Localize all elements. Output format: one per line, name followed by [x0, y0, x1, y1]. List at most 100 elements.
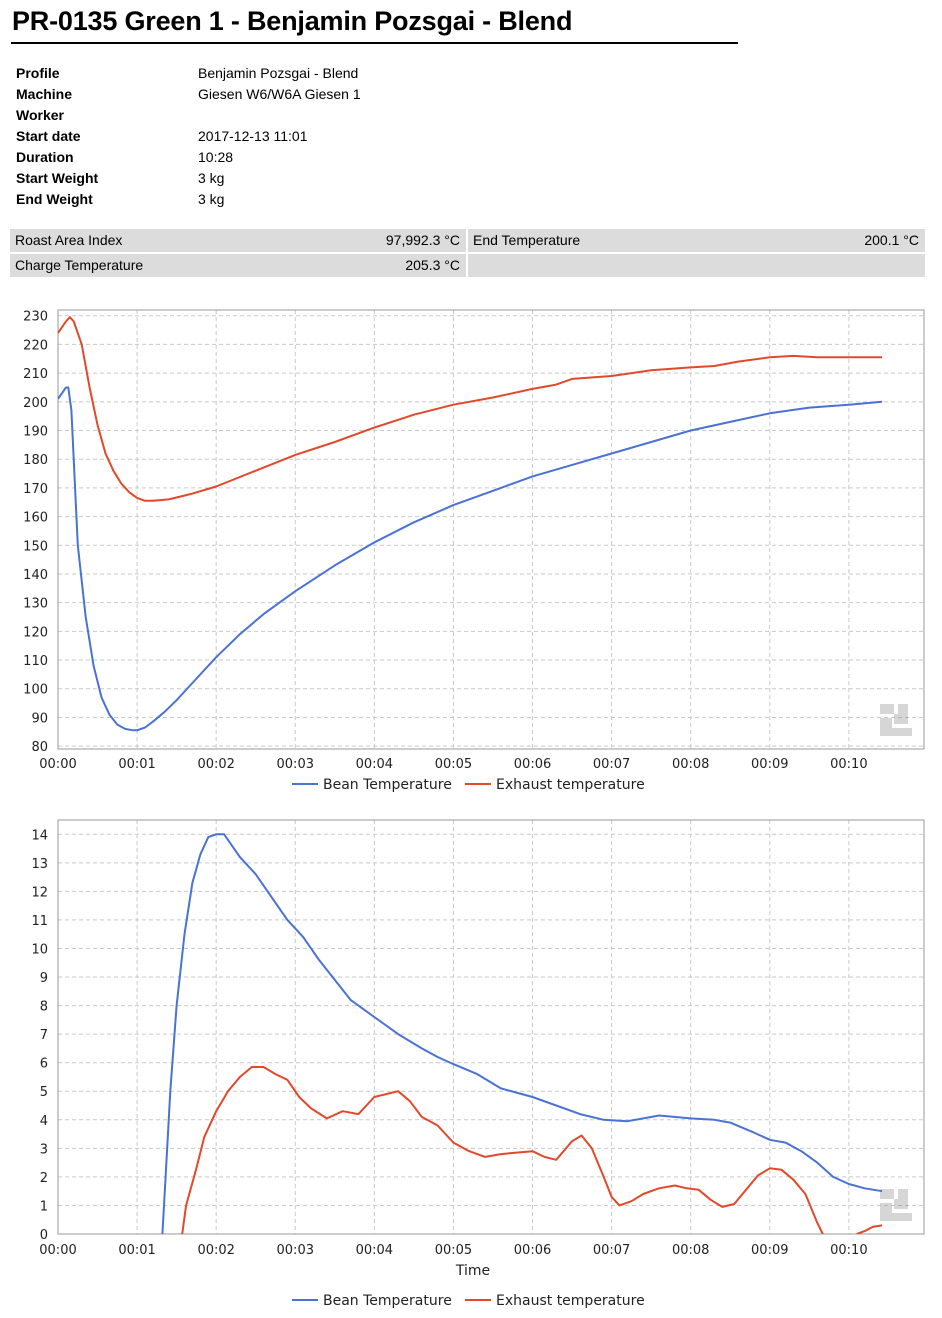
detail-value: [198, 104, 361, 125]
metric-label: Roast Area Index: [15, 232, 123, 248]
x-tick-label: 00:08: [672, 1243, 709, 1258]
detail-value: Giesen W6/W6A Giesen 1: [198, 85, 361, 102]
metric-value: 97,992.3 °C: [385, 232, 460, 248]
detail-label: Worker: [16, 106, 64, 123]
y-tick-label: 5: [40, 1085, 48, 1100]
watermark-logo-icon: [880, 1189, 912, 1221]
x-tick-label: 00:08: [672, 757, 709, 772]
metric-end-temperature: End Temperature 200.1 °C: [468, 229, 925, 252]
detail-value: Benjamin Pozsgai - Blend: [198, 64, 359, 81]
temperature-chart-svg: 80 90 100 110 120 130 140 150 160 170 180 190 200 210…: [23, 309, 925, 793]
y-tick-label: 14: [31, 828, 48, 843]
temperature-chart: 80 90 100 110 120 130 140 150 160 170 180 190 200 210…: [0, 300, 942, 810]
series-line-bean-temperature: [161, 833, 883, 1234]
x-tick-label: 00:04: [356, 1243, 393, 1258]
legend: Bean Temperature Exhaust temperature: [292, 777, 645, 793]
x-tick-label: 00:05: [435, 757, 472, 772]
metric-roast-area-index: Roast Area Index 97,992.3 °C: [10, 229, 466, 252]
x-tick-label: 00:09: [751, 1243, 788, 1258]
series-line-exhaust-temperature: [181, 1066, 824, 1234]
detail-label: Profile: [16, 64, 60, 81]
report-title: PR-0135 Green 1 - Benjamin Pozsgai - Ble…: [12, 6, 573, 36]
y-tick-label: 4: [40, 1114, 48, 1129]
detail-row-profile: Profile Benjamin Pozsgai - Blend: [16, 62, 361, 83]
y-tick-label: 220: [23, 338, 48, 353]
title-underline: [11, 42, 738, 44]
y-tick-label: 210: [23, 367, 48, 382]
detail-label: End Weight: [16, 190, 93, 207]
legend-label: Bean Temperature: [323, 777, 452, 793]
y-tick-label: 0: [40, 1228, 48, 1243]
x-tick-label: 00:06: [514, 1243, 551, 1258]
legend-label: Bean Temperature: [323, 1293, 452, 1309]
y-tick-label: 80: [31, 740, 48, 755]
detail-row-end-weight: End Weight 3 kg: [16, 188, 361, 209]
y-tick-label: 180: [23, 453, 48, 468]
detail-value: 10:28: [198, 148, 234, 165]
detail-value: 3 kg: [198, 169, 225, 186]
x-tick-label: 00:03: [277, 757, 314, 772]
y-tick-label: 2: [40, 1171, 48, 1186]
x-tick-label: 00:07: [593, 1243, 630, 1258]
y-tick-label: 8: [40, 1000, 48, 1015]
detail-row-machine: Machine Giesen W6/W6A Giesen 1: [16, 83, 361, 104]
legend: Bean Temperature Exhaust temperature: [292, 1293, 645, 1309]
legend-label: Exhaust temperature: [496, 777, 645, 793]
series-line-bean-temperature: [58, 386, 883, 732]
x-tick-label: 00:07: [593, 757, 630, 772]
x-axis-label: Time: [455, 1263, 490, 1279]
y-tick-label: 11: [31, 914, 48, 929]
detail-row-start-date: Start date 2017-12-13 11:01: [16, 125, 361, 146]
series-line-exhaust-temperature: [856, 1224, 883, 1234]
x-tick-label: 00:00: [39, 757, 76, 772]
metric-label: End Temperature: [473, 232, 581, 248]
detail-value: 3 kg: [198, 190, 225, 207]
watermark-logo-icon: [880, 704, 912, 736]
roast-details: Profile Benjamin Pozsgai - Blend Machine…: [16, 62, 361, 209]
y-tick-label: 120: [23, 625, 48, 640]
legend-label: Exhaust temperature: [496, 1293, 645, 1309]
y-tick-label: 90: [31, 711, 48, 726]
rate-of-rise-chart: 0 1 2 3 4 5 6 7 8 9 10 11 12 13 14 00:00 00:01 00:02 00:03…: [0, 812, 942, 1316]
y-tick-label: 9: [40, 971, 48, 986]
metric-empty-cell: [468, 254, 925, 277]
x-tick-label: 00:04: [356, 757, 393, 772]
x-tick-label: 00:03: [277, 1243, 314, 1258]
y-tick-label: 1: [40, 1199, 48, 1214]
y-tick-label: 190: [23, 425, 48, 440]
x-tick-label: 00:01: [118, 757, 155, 772]
y-tick-label: 10: [31, 942, 48, 957]
x-tick-label: 00:10: [830, 1243, 867, 1258]
series-line-exhaust-temperature: [58, 316, 883, 502]
y-tick-label: 13: [31, 857, 48, 872]
metric-value: 205.3 °C: [405, 257, 460, 273]
y-tick-label: 150: [23, 539, 48, 554]
y-tick-label: 230: [23, 310, 48, 325]
y-tick-label: 160: [23, 511, 48, 526]
x-tick-label: 00:05: [435, 1243, 472, 1258]
detail-label: Start date: [16, 127, 81, 144]
detail-label: Start Weight: [16, 169, 99, 186]
detail-label: Duration: [16, 148, 74, 165]
detail-row-duration: Duration 10:28: [16, 146, 361, 167]
y-tick-label: 3: [40, 1142, 48, 1157]
x-tick-label: 00:00: [39, 1243, 76, 1258]
detail-label: Machine: [16, 85, 73, 102]
x-tick-label: 00:01: [118, 1243, 155, 1258]
x-tick-label: 00:02: [197, 1243, 234, 1258]
y-tick-label: 6: [40, 1057, 48, 1072]
y-tick-label: 130: [23, 597, 48, 612]
detail-value: 2017-12-13 11:01: [198, 127, 308, 144]
metric-value: 200.1 °C: [864, 232, 919, 248]
grid: [57, 820, 924, 1235]
plot-frame: [57, 309, 925, 750]
y-tick-label: 110: [23, 654, 48, 669]
y-tick-label: 7: [40, 1028, 48, 1043]
detail-row-worker: Worker: [16, 104, 361, 125]
x-tick-label: 00:09: [751, 757, 788, 772]
x-tick-label: 00:02: [197, 757, 234, 772]
metric-charge-temperature: Charge Temperature 205.3 °C: [10, 254, 466, 277]
grid: [57, 310, 924, 749]
y-tick-label: 170: [23, 482, 48, 497]
